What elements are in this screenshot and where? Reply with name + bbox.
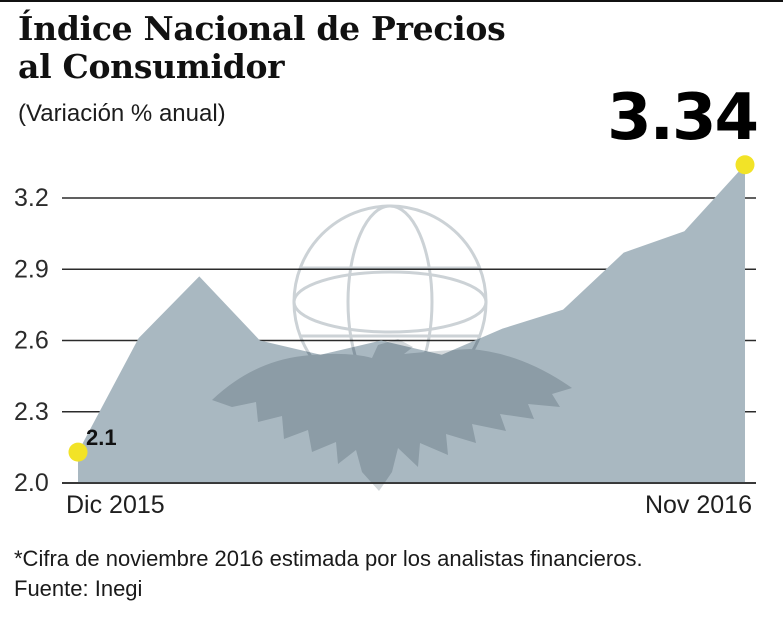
axis-labels: Dic 2015 Nov 2016 (66, 491, 752, 519)
start-value-label: 2.1 (86, 425, 117, 450)
source-line: Fuente: Inegi (14, 576, 143, 601)
globe-icon (292, 204, 488, 400)
y-tick-label: 2.6 (14, 327, 49, 355)
endpoint-dot (68, 442, 88, 462)
title-line-1: Índice Nacional de Precios (18, 9, 506, 48)
chart-subtitle: (Variación % anual) (18, 100, 226, 127)
x-axis-label-start: Dic 2015 (66, 491, 165, 519)
latest-value-label: 3.34 (607, 81, 759, 155)
footnote: *Cifra de noviembre 2016 estimada por lo… (14, 546, 643, 571)
newspaper-watermark (212, 204, 572, 491)
x-axis-label-end: Nov 2016 (645, 491, 752, 519)
title-line-2: al Consumidor (18, 47, 285, 87)
endpoint-dot (735, 155, 755, 175)
y-tick-label: 2.3 (14, 398, 49, 426)
y-tick-label: 3.2 (14, 184, 49, 212)
y-tick-label: 2.9 (14, 255, 49, 283)
annotations: 2.1 (68, 155, 755, 462)
eagle-icon (212, 339, 572, 491)
page-title: Índice Nacional de Precios al Consumidor (18, 9, 506, 87)
y-tick-label: 2.0 (14, 469, 49, 497)
